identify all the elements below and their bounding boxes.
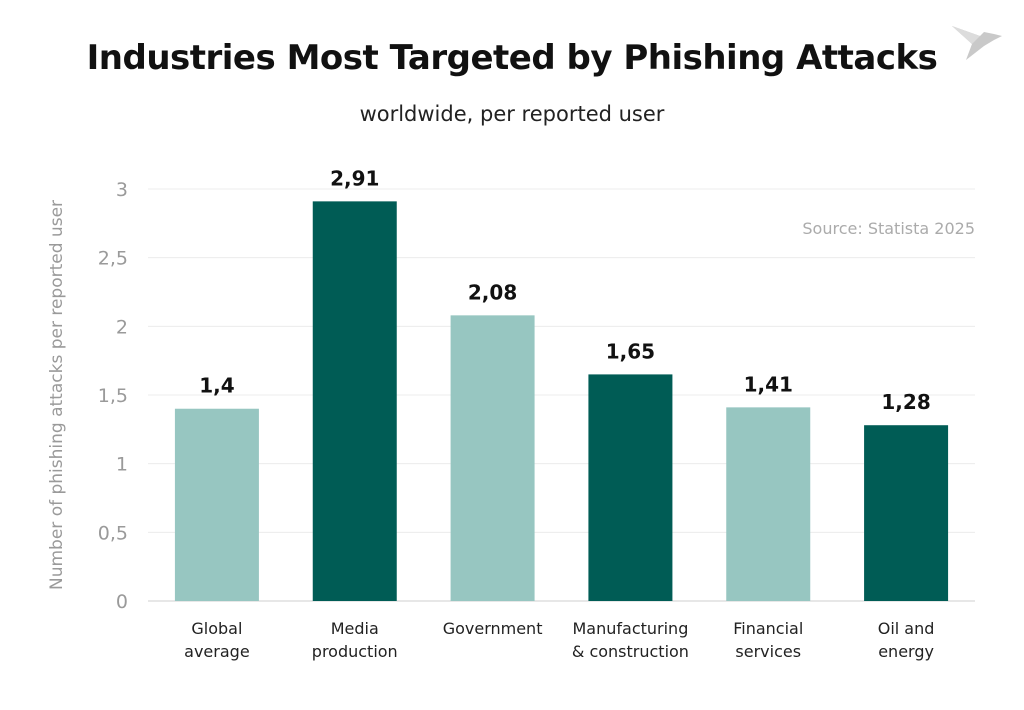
x-tick-label: energy xyxy=(878,642,934,661)
x-tick-label: Government xyxy=(443,619,543,638)
y-tick-label: 2,5 xyxy=(98,248,128,270)
x-tick-label: Media xyxy=(331,619,379,638)
data-label: 1,28 xyxy=(881,390,930,414)
x-tick-label: & construction xyxy=(572,642,689,661)
x-tick-label: Global xyxy=(191,619,242,638)
source-note: Source: Statista 2025 xyxy=(802,219,975,238)
data-label: 1,65 xyxy=(606,339,655,363)
y-tick-label: 1,5 xyxy=(98,385,128,407)
x-tick-label: Oil and xyxy=(878,619,935,638)
x-tick-label: average xyxy=(184,642,250,661)
x-tick-label: Manufacturing xyxy=(572,619,688,638)
y-tick-label: 1 xyxy=(116,454,128,476)
bar xyxy=(726,407,811,601)
y-tick-label: 2 xyxy=(116,316,128,338)
x-tick-label: production xyxy=(312,642,398,661)
chart-title: Industries Most Targeted by Phishing Att… xyxy=(86,38,938,78)
data-label: 2,08 xyxy=(468,280,517,304)
origami-bird-logo-icon xyxy=(952,26,1002,60)
y-axis-label: Number of phishing attacks per reported … xyxy=(47,200,67,590)
data-label: 1,4 xyxy=(199,374,234,398)
bar xyxy=(174,408,259,601)
data-label: 1,41 xyxy=(744,372,793,396)
data-label: 2,91 xyxy=(330,166,379,190)
x-tick-label: services xyxy=(735,642,801,661)
y-tick-label: 0 xyxy=(116,591,128,613)
y-tick-label: 0,5 xyxy=(98,522,128,544)
chart-subtitle: worldwide, per reported user xyxy=(359,102,665,126)
bar xyxy=(588,374,673,601)
bar xyxy=(864,425,949,601)
x-tick-label: Financial xyxy=(733,619,803,638)
y-tick-label: 3 xyxy=(116,179,128,201)
bar xyxy=(450,315,535,601)
bar xyxy=(312,201,397,602)
